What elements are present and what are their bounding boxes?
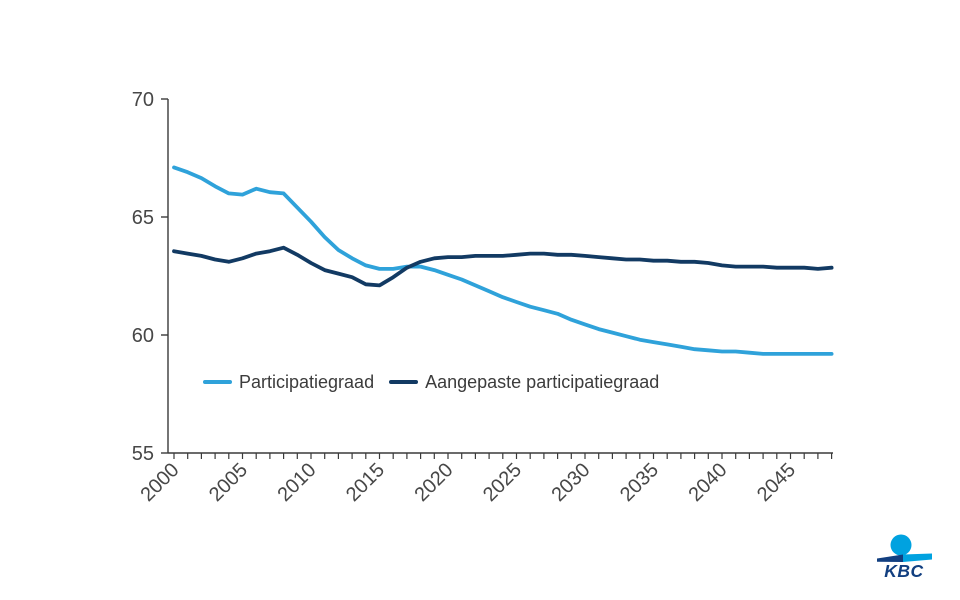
legend-swatch-aangepaste-participatiegraad bbox=[389, 380, 419, 384]
legend: Participatiegraad Aangepaste participati… bbox=[203, 370, 659, 394]
legend-item-aangepaste-participatiegraad: Aangepaste participatiegraad bbox=[389, 372, 659, 393]
legend-item-participatiegraad: Participatiegraad bbox=[203, 372, 374, 393]
x-tick-label: 2045 bbox=[753, 459, 800, 506]
plot-area: 55 60 65 70 2000 2005 2010 2015 2020 2025 2030 2035… bbox=[132, 89, 834, 506]
x-tick-label: 2005 bbox=[205, 459, 252, 506]
legend-swatch-participatiegraad bbox=[203, 380, 232, 384]
y-tick-label: 55 bbox=[132, 443, 154, 465]
y-tick-label: 60 bbox=[132, 325, 154, 347]
x-tick-label: 2035 bbox=[616, 459, 663, 506]
kbc-logo-wing-left bbox=[877, 554, 903, 562]
x-tick-label: 2000 bbox=[137, 459, 184, 506]
x-tick-label: 2040 bbox=[685, 459, 732, 506]
y-tick-label: 70 bbox=[132, 89, 154, 111]
kbc-logo-head-circle bbox=[890, 534, 912, 556]
x-tick-label: 2015 bbox=[342, 459, 389, 506]
x-tick-label: 2010 bbox=[274, 459, 321, 506]
kbc-logo: KBC bbox=[877, 534, 932, 581]
x-tick-label: 2020 bbox=[411, 459, 458, 506]
series-line-1 bbox=[172, 245, 834, 288]
legend-label-aangepaste-participatiegraad: Aangepaste participatiegraad bbox=[425, 371, 660, 392]
kbc-logo-wing-right bbox=[903, 553, 932, 562]
kbc-logo-text: KBC bbox=[884, 561, 923, 581]
legend-label-participatiegraad: Participatiegraad bbox=[239, 371, 375, 392]
x-tick-label: 2030 bbox=[548, 459, 595, 506]
series-line-0 bbox=[172, 165, 834, 356]
y-tick-label: 65 bbox=[132, 207, 154, 229]
x-tick-label: 2025 bbox=[479, 459, 526, 506]
